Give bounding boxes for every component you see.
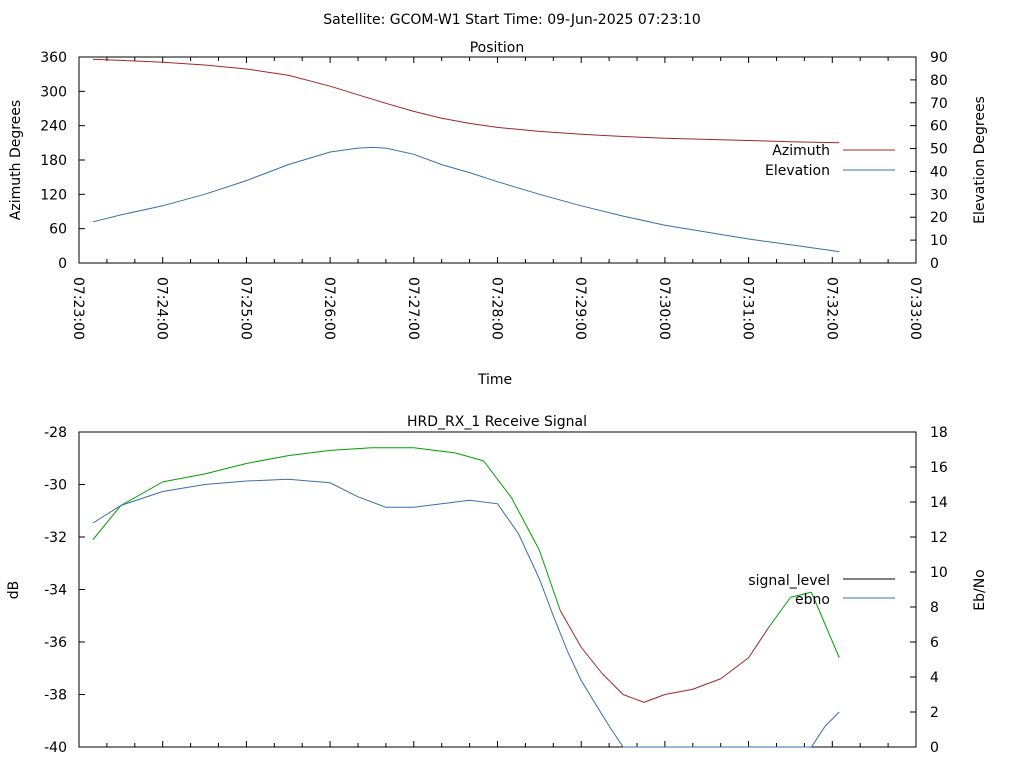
elevation-axis-label: Elevation Degrees (972, 96, 988, 224)
position-plot-frame (78, 56, 917, 264)
signal-level-segment (162, 473, 205, 483)
legend-ebno-label: ebno (795, 592, 830, 608)
time-axis-ticks: 07:23:00 07:24:00 07:25:00 07:26:00 07:27:00… (70, 57, 923, 340)
signal-level-segment (720, 657, 749, 680)
y2-tick-label: 0 (930, 740, 939, 756)
signal-level-segment (204, 463, 247, 475)
signal-level-segment (511, 497, 540, 551)
y-tick-label: -32 (44, 530, 67, 546)
ebno-axis-ticks: 0 2 4 6 8 10 12 14 16 18 (910, 425, 948, 756)
position-chart-title: Position (470, 40, 525, 56)
elevation-axis-ticks: 0 10 20 30 40 50 60 70 80 90 (910, 50, 948, 272)
azimuth-axis-label: Azimuth Degrees (8, 100, 24, 220)
y2-tick-label: 50 (930, 142, 948, 158)
receive-signal-chart: HRD_RX_1 Receive Signal -40-38-36-34-32-… (6, 414, 988, 756)
signal-level-segment (664, 688, 693, 695)
signal-time-axis-ticks (78, 741, 917, 747)
y-tick-label: -30 (44, 478, 67, 494)
y2-tick-label: 90 (930, 50, 948, 66)
y-tick-label: 0 (58, 256, 67, 272)
signal-level-segment (559, 610, 582, 648)
y2-tick-label: 60 (930, 119, 948, 135)
y2-tick-label: 10 (930, 565, 948, 581)
y-tick-label: 60 (49, 222, 67, 238)
y-tick-label: -36 (44, 635, 67, 651)
signal-level-segment (601, 673, 624, 695)
y-tick-label: -28 (44, 425, 67, 441)
y2-tick-label: 4 (930, 670, 939, 686)
signal-level-segment (790, 591, 812, 598)
x-tick-label: 07:25:00 (237, 277, 253, 340)
y2-tick-label: 12 (930, 530, 948, 546)
x-tick-label: 07:23:00 (70, 277, 86, 340)
y-tick-label: 360 (40, 50, 67, 66)
y-tick-label: 240 (40, 119, 67, 135)
receive-signal-chart-title: HRD_RX_1 Receive Signal (407, 414, 587, 430)
y-tick-label: -34 (44, 583, 67, 599)
y-tick-label: 300 (40, 84, 67, 100)
signal-level-segment (769, 597, 791, 627)
legend-signal-level-label: signal_level (748, 573, 830, 589)
y2-tick-label: 2 (930, 705, 939, 721)
signal-level-segment (483, 460, 512, 498)
x-tick-label: 07:33:00 (907, 277, 923, 340)
x-tick-label: 07:29:00 (572, 277, 588, 340)
y2-tick-label: 10 (930, 233, 948, 249)
y2-tick-label: 16 (930, 460, 948, 476)
x-tick-label: 07:31:00 (740, 277, 756, 340)
ebno-line (92, 478, 840, 748)
y2-tick-label: 0 (930, 256, 939, 272)
page-header: Satellite: GCOM-W1 Start Time: 09-Jun-20… (323, 12, 701, 28)
signal-level-segment (455, 452, 484, 462)
time-axis-label: Time (477, 372, 512, 388)
signal-level-segment (288, 449, 331, 457)
x-tick-label: 07:26:00 (321, 277, 337, 340)
y2-tick-label: 8 (930, 600, 939, 616)
y-tick-label: 120 (40, 187, 67, 203)
y-tick-label: -38 (44, 688, 67, 704)
y2-tick-label: 20 (930, 210, 948, 226)
azimuth-line (92, 58, 840, 144)
signal-level-segment (622, 694, 645, 703)
position-legend: Azimuth Elevation (765, 143, 895, 179)
position-chart: Position 0 60 120 180 240 300 360 0 10 20 30 40 50 6… (8, 40, 988, 388)
signal-level-segment (92, 505, 122, 540)
x-tick-label: 07:24:00 (154, 277, 170, 340)
position-series (92, 58, 840, 253)
y-tick-label: -40 (44, 740, 67, 756)
receive-signal-legend: signal_level ebno (748, 573, 895, 608)
y2-tick-label: 30 (930, 187, 948, 203)
signal-level-segment (413, 447, 456, 454)
x-tick-label: 07:32:00 (823, 277, 839, 340)
legend-elevation-label: Elevation (765, 163, 830, 179)
y2-tick-label: 70 (930, 96, 948, 112)
azimuth-axis-ticks: 0 60 120 180 240 300 360 (40, 50, 85, 272)
signal-level-segment (748, 625, 770, 659)
y2-tick-label: 80 (930, 73, 948, 89)
elevation-line (92, 146, 840, 253)
db-axis-ticks: -40 -38 -36 -34 -32 -30 -28 (44, 425, 85, 756)
x-tick-label: 07:27:00 (405, 277, 421, 340)
db-axis-label: dB (6, 581, 22, 600)
signal-level-segment (246, 455, 289, 464)
ebno-axis-label: Eb/No (972, 569, 988, 611)
y2-tick-label: 14 (930, 495, 948, 511)
y2-tick-label: 40 (930, 164, 948, 180)
y-tick-label: 180 (40, 153, 67, 169)
signal-level-segment (810, 591, 840, 658)
x-tick-label: 07:28:00 (489, 277, 505, 340)
signal-level-segment (580, 646, 603, 674)
legend-azimuth-label: Azimuth (772, 143, 830, 159)
receive-signal-series (92, 447, 840, 748)
y2-tick-label: 18 (930, 425, 948, 441)
signal-level-segment (330, 447, 372, 451)
x-tick-label: 07:30:00 (656, 277, 672, 340)
signal-level-segment (643, 694, 666, 703)
signal-level-segment (692, 678, 721, 690)
signal-level-segment (538, 549, 561, 611)
signal-level-segment (120, 481, 163, 506)
y2-tick-label: 6 (930, 635, 939, 651)
